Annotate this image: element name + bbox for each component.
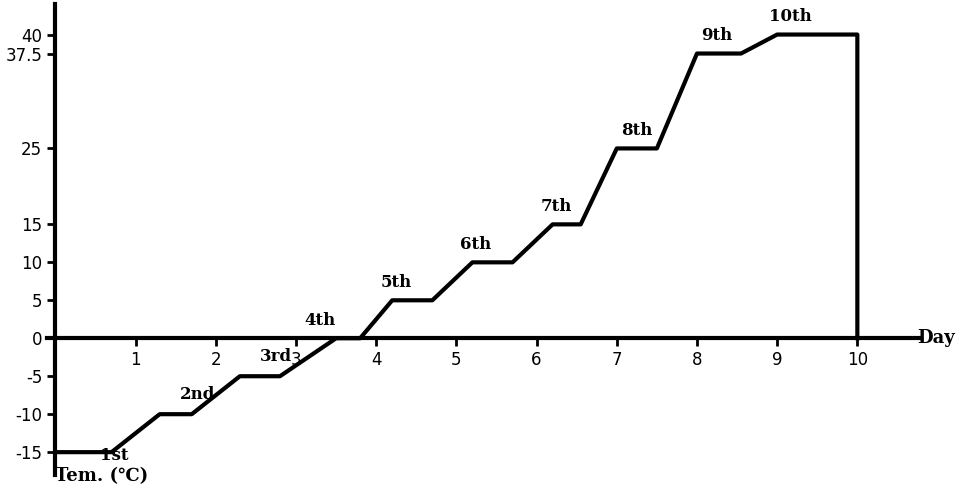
Text: 10th: 10th	[769, 8, 812, 26]
Text: 1st: 1st	[100, 446, 128, 464]
Text: 7th: 7th	[540, 198, 572, 215]
Text: 9th: 9th	[701, 27, 732, 44]
Text: 6th: 6th	[461, 236, 492, 253]
Text: Day: Day	[918, 329, 955, 347]
Text: 3rd: 3rd	[260, 348, 292, 365]
Text: 4th: 4th	[304, 312, 335, 329]
Text: 5th: 5th	[380, 274, 412, 291]
Text: 8th: 8th	[621, 122, 652, 139]
Text: 2nd: 2nd	[180, 386, 215, 403]
Text: Tem. (℃): Tem. (℃)	[56, 467, 149, 485]
